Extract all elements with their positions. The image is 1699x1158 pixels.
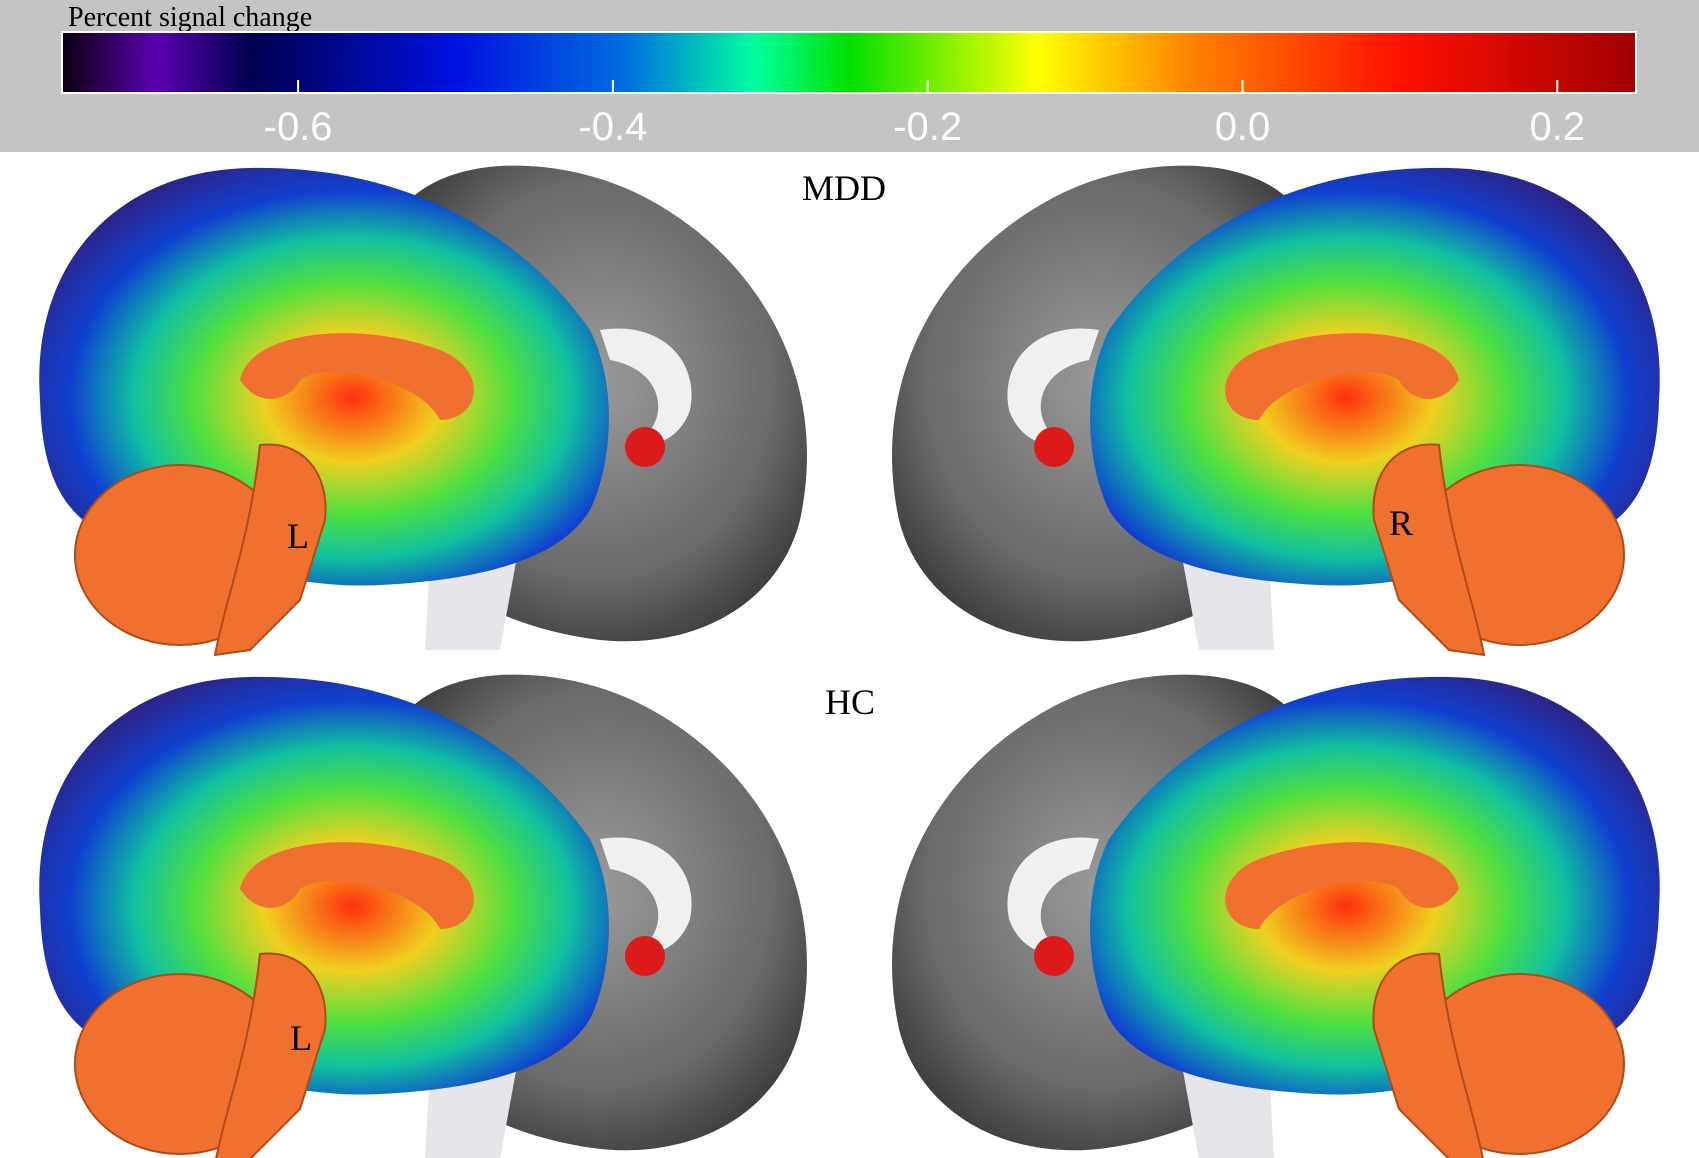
colorbar-tick-label: -0.2 — [893, 105, 962, 149]
colorbar-tick-label: 0.2 — [1529, 105, 1585, 149]
group-label-hc: HC — [825, 682, 875, 722]
panel-mdd-left — [38, 164, 808, 656]
colorbar-tick-label: -0.4 — [578, 105, 647, 149]
panel-hc-left — [38, 673, 808, 1158]
hemisphere-label-left-hc: L — [290, 1018, 312, 1058]
colorbar-title: Percent signal change — [68, 2, 312, 33]
hemisphere-label-left-mdd: L — [287, 516, 309, 556]
panel-hc-right — [891, 673, 1661, 1158]
hemisphere-label-right-mdd: R — [1389, 503, 1413, 543]
colorbar — [61, 31, 1637, 94]
group-label-mdd: MDD — [802, 168, 886, 208]
colorbar-tick-label: 0.0 — [1215, 105, 1271, 149]
colorbar-tick-label: -0.6 — [264, 105, 333, 149]
panel-mdd-right — [891, 164, 1661, 656]
